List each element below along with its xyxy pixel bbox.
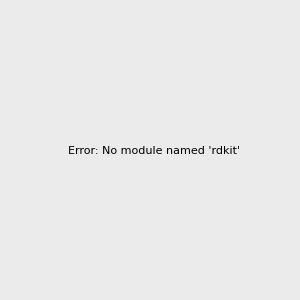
Text: Error: No module named 'rdkit': Error: No module named 'rdkit': [68, 146, 240, 157]
